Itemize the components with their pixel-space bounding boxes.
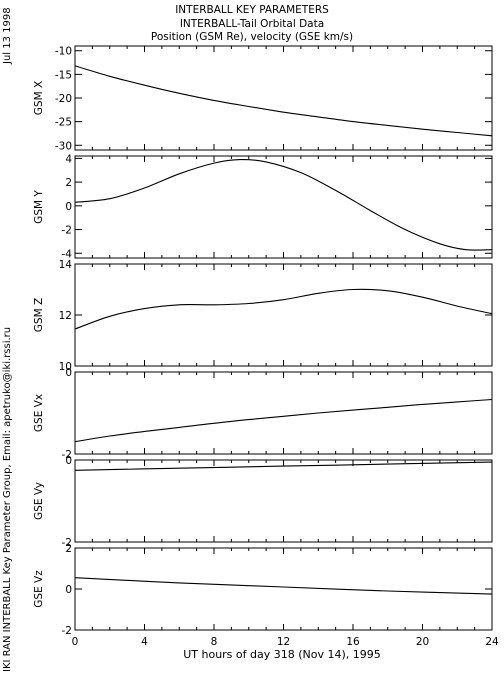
y-tick-label: -2 (62, 537, 72, 549)
x-tick-label: 16 (346, 636, 360, 648)
y-tick-label: 0 (65, 201, 72, 213)
panel-ylabel: GSE Vy (33, 482, 45, 520)
y-tick-label: -10 (55, 46, 72, 58)
series-line-gsm-y (74, 159, 493, 251)
y-tick-label: 0 (65, 367, 72, 379)
panel-frame-1 (74, 45, 493, 151)
series-line-gse-vy (74, 461, 493, 471)
series-line-gse-vx (74, 398, 493, 443)
chart-title-line-1: INTERBALL KEY PARAMETERS (175, 4, 329, 16)
x-axis-label: UT hours of day 318 (Nov 14), 1995 (183, 648, 381, 661)
series-line-gsm-x (74, 65, 493, 137)
panel-frame-4 (74, 371, 493, 455)
y-tick-label: -2 (62, 225, 72, 237)
panel-ylabel: GSE Vx (33, 394, 45, 432)
y-tick-label: 2 (65, 543, 72, 555)
panel-ylabel: GSM Z (33, 298, 45, 332)
y-tick-label: 4 (65, 153, 72, 165)
y-tick-label: -15 (55, 69, 72, 81)
y-tick-label: -25 (55, 117, 72, 129)
y-tick-label: -30 (55, 140, 72, 152)
panel-frame-2 (74, 155, 493, 259)
x-tick-label: 12 (277, 636, 290, 648)
panel-ylabel: GSE Vz (33, 570, 45, 608)
panel-frame-5 (74, 459, 493, 543)
y-tick-label: 0 (65, 455, 72, 467)
x-tick-label: 4 (141, 636, 148, 648)
y-tick-label: 10 (59, 361, 72, 373)
x-tick-label: 24 (485, 636, 499, 648)
y-tick-label: -20 (55, 93, 72, 105)
panel-frame-3 (74, 263, 493, 367)
panel-frame-6 (74, 547, 493, 631)
y-tick-label: -4 (62, 248, 73, 260)
panel-ylabel: GSM Y (33, 190, 45, 224)
x-tick-label: 20 (416, 636, 429, 648)
y-tick-label: 14 (59, 259, 73, 271)
chart-title-line-2: INTERBALL-Tail Orbital Data (179, 18, 325, 30)
y-tick-label: -2 (62, 449, 72, 461)
panel-ylabel: GSM X (33, 81, 45, 115)
y-tick-label: 12 (59, 310, 72, 322)
chart-title-line-3: Position (GSM Re), velocity (GSE km/s) (150, 31, 354, 43)
x-tick-label: 8 (211, 636, 218, 648)
y-tick-label: -2 (62, 625, 72, 637)
x-tick-label: 0 (72, 636, 79, 648)
y-tick-label: 2 (65, 177, 72, 189)
y-tick-label: 0 (65, 584, 72, 596)
series-line-gsm-z (74, 288, 493, 330)
series-line-gse-vz (74, 577, 493, 595)
